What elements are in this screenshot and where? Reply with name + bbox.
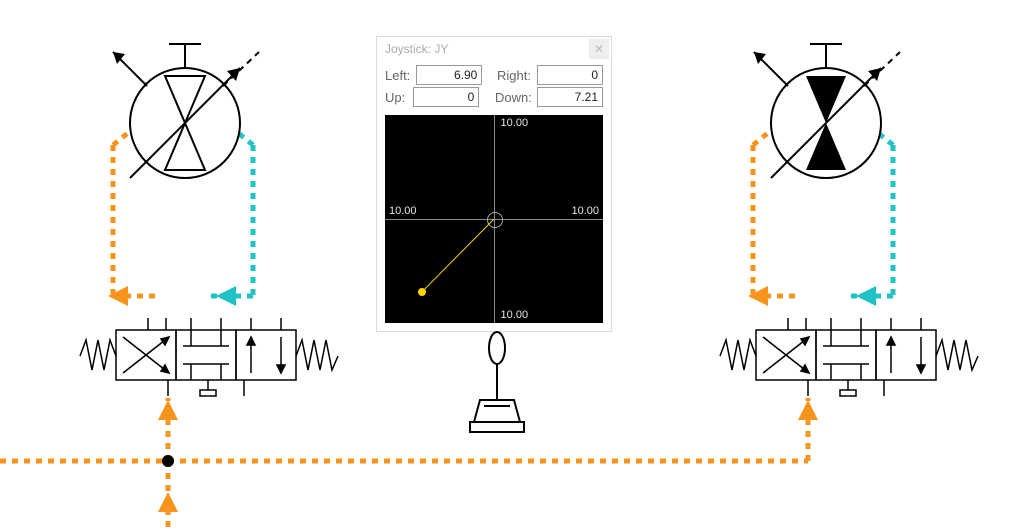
joystick-plot[interactable]: 10.00 10.00 10.00 10.00 (385, 115, 603, 323)
joystick-panel-title: Joystick: JY ✕ (377, 37, 611, 61)
plot-label-top: 10.00 (501, 117, 529, 129)
value-down[interactable] (537, 87, 603, 107)
label-right: Right: (497, 68, 531, 83)
pump-left (95, 38, 275, 208)
plot-center-ring (487, 212, 503, 228)
panel-title-text: Joystick: JY (385, 42, 448, 56)
label-left: Left: (385, 68, 410, 83)
plot-vector-dot (418, 288, 426, 296)
plot-label-left: 10.00 (389, 205, 417, 217)
valve-left (78, 310, 348, 406)
plot-label-right: 10.00 (571, 205, 599, 217)
close-icon[interactable]: ✕ (589, 39, 609, 59)
pump-right (736, 38, 916, 208)
value-right[interactable] (537, 65, 603, 85)
valve-right (718, 310, 988, 406)
joystick-panel[interactable]: Joystick: JY ✕ Left: Right: Up: Down: 10… (376, 36, 612, 332)
plot-label-bottom: 10.00 (501, 309, 529, 321)
value-left[interactable] (416, 65, 482, 85)
diagram-stage: { "canvas": { "width": 1013, "height": 5… (0, 0, 1013, 531)
joystick-icon (468, 326, 526, 434)
label-up: Up: (385, 90, 407, 105)
joystick-readouts: Left: Right: Up: Down: (377, 61, 611, 115)
label-down: Down: (495, 90, 531, 105)
value-up[interactable] (413, 87, 479, 107)
